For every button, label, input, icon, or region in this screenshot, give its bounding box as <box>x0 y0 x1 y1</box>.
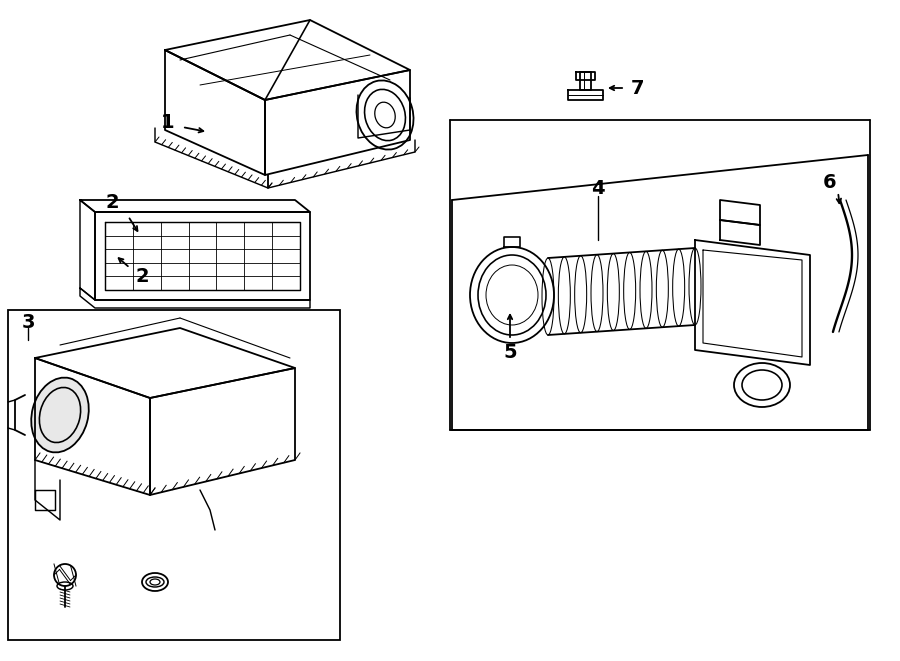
Bar <box>8 310 340 640</box>
Text: 2: 2 <box>135 268 148 286</box>
Text: 4: 4 <box>591 178 605 198</box>
Text: $\mathbf{2}$: $\mathbf{2}$ <box>105 192 119 212</box>
Text: 5: 5 <box>503 344 517 362</box>
Text: 3: 3 <box>22 313 35 332</box>
Ellipse shape <box>32 377 89 452</box>
Text: 7: 7 <box>630 79 644 98</box>
Text: 1: 1 <box>161 112 175 132</box>
Bar <box>450 118 875 433</box>
Text: 6: 6 <box>824 173 837 192</box>
